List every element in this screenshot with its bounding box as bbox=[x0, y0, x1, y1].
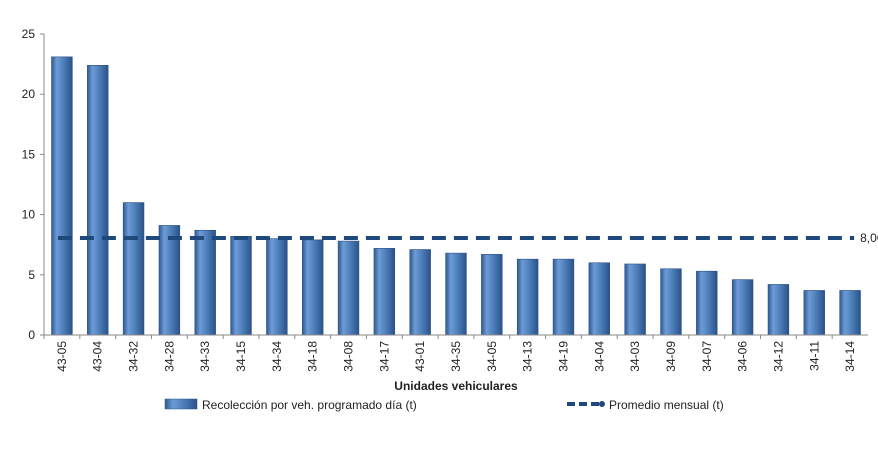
x-tick-label-34-14: 34-14 bbox=[843, 341, 857, 372]
bar-34-08 bbox=[337, 240, 360, 336]
bar-34-14 bbox=[839, 290, 861, 336]
bar-34-18 bbox=[302, 239, 324, 336]
x-tick-label-34-13: 34-13 bbox=[521, 341, 535, 372]
x-tick-label-34-04: 34-04 bbox=[592, 341, 606, 372]
bar-34-06 bbox=[731, 279, 754, 336]
average-value-label: 8,06 bbox=[860, 231, 878, 245]
bar-34-12 bbox=[767, 284, 790, 336]
bar-34-34 bbox=[266, 238, 288, 336]
x-tick-label-34-07: 34-07 bbox=[700, 341, 714, 372]
bar-34-07 bbox=[696, 270, 718, 336]
bar-43-01 bbox=[409, 249, 431, 336]
x-tick-label-34-34: 34-34 bbox=[270, 341, 284, 372]
bar-43-04 bbox=[87, 65, 109, 336]
bar-43-05 bbox=[51, 56, 73, 336]
y-tick-label: 15 bbox=[22, 147, 36, 161]
bar-34-05 bbox=[481, 254, 503, 336]
x-tick-label-34-12: 34-12 bbox=[771, 341, 785, 372]
legend-bar-label: Recolección por veh. programado día (t) bbox=[202, 398, 417, 412]
x-axis-title: Unidades vehiculares bbox=[394, 379, 518, 393]
x-tick-label-43-01: 43-01 bbox=[413, 341, 427, 372]
axis-layer: 0 5 10 15 20 25 43-05 43-04 34-32 34-28 34-33 34-15… bbox=[22, 27, 868, 372]
bar-34-11 bbox=[803, 290, 825, 336]
y-tick-label: 0 bbox=[28, 328, 35, 342]
x-tick-label-34-33: 34-33 bbox=[198, 341, 212, 372]
bar-34-04 bbox=[588, 262, 610, 336]
x-tick-label-34-35: 34-35 bbox=[449, 341, 463, 372]
bar-34-28 bbox=[158, 225, 181, 336]
average-line-layer: 8,06 bbox=[57, 231, 878, 245]
bar-34-09 bbox=[660, 268, 682, 336]
bar-34-19 bbox=[552, 258, 575, 336]
x-tick-label-34-17: 34-17 bbox=[377, 341, 391, 372]
x-tick-label-34-32: 34-32 bbox=[127, 341, 141, 372]
y-tick-label: 25 bbox=[22, 27, 36, 41]
bar-34-13 bbox=[516, 258, 539, 336]
bars-layer bbox=[51, 56, 861, 336]
bar-34-35 bbox=[445, 252, 467, 336]
x-tick-label-34-06: 34-06 bbox=[736, 341, 750, 372]
legend: Recolección por veh. programado día (t) … bbox=[164, 398, 724, 412]
legend-line-marker bbox=[599, 401, 605, 407]
x-tick-label-34-18: 34-18 bbox=[306, 341, 320, 372]
legend-line-label: Promedio mensual (t) bbox=[609, 398, 724, 412]
bar-34-32 bbox=[122, 202, 145, 336]
x-tick-label-34-05: 34-05 bbox=[485, 341, 499, 372]
x-tick-label-34-28: 34-28 bbox=[162, 341, 176, 372]
x-tick-label-34-08: 34-08 bbox=[342, 341, 356, 372]
bar-34-33 bbox=[194, 229, 216, 336]
y-tick-label: 20 bbox=[22, 87, 36, 101]
bar-34-17 bbox=[373, 248, 396, 336]
x-tick-label-34-11: 34-11 bbox=[807, 341, 821, 371]
legend-bar-swatch bbox=[164, 398, 198, 410]
x-tick-label-34-03: 34-03 bbox=[628, 341, 642, 372]
x-tick-label-43-05: 43-05 bbox=[55, 341, 69, 372]
x-tick-label-34-15: 34-15 bbox=[234, 341, 248, 372]
x-tick-label-34-19: 34-19 bbox=[556, 341, 570, 372]
y-tick-label: 10 bbox=[22, 208, 36, 222]
x-tick-label-34-09: 34-09 bbox=[664, 341, 678, 372]
x-tick-label-43-04: 43-04 bbox=[91, 341, 105, 372]
bar-34-03 bbox=[624, 263, 646, 336]
y-tick-label: 5 bbox=[28, 268, 35, 282]
bar-34-15 bbox=[230, 235, 252, 336]
